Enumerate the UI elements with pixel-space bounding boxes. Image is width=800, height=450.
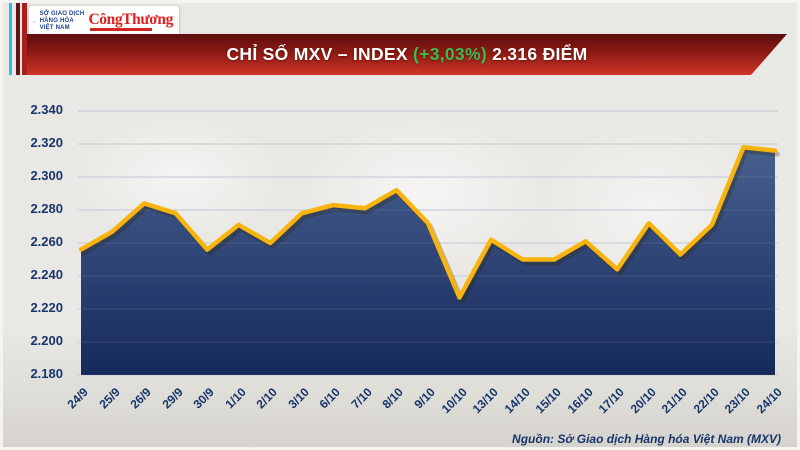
logo-box: SỞ GIAO DỊCH HÀNG HÓA VIỆT NAM CôngThươn… — [29, 6, 179, 37]
exchange-name-line1: SỞ GIAO DỊCH — [39, 11, 85, 17]
chart-title-name: CHỈ SỐ MXV – INDEX — [226, 44, 414, 64]
left-stripe-red — [22, 3, 27, 75]
chart-title: CHỈ SỐ MXV – INDEX (+3,03%) 2.316 ĐIỂM — [226, 44, 587, 65]
y-axis-tick-label: 2.300 — [30, 168, 63, 183]
y-axis-tick-label: 2.320 — [30, 135, 63, 150]
congthuong-logo-bar — [90, 27, 153, 32]
exchange-name-line3: VIỆT NAM — [39, 25, 70, 31]
chart-title-value: 2.316 ĐIỂM — [486, 44, 588, 64]
congthuong-logo-text: CôngThương — [88, 10, 173, 28]
chart-title-change: (+3,03%) — [413, 44, 487, 64]
mxv-chevrons-icon — [33, 20, 36, 23]
mxv-index-area-chart — [78, 110, 780, 376]
y-axis-tick-label: 2.340 — [30, 102, 63, 117]
y-axis-tick-label: 2.260 — [30, 234, 63, 249]
source-caption: Nguồn: Sở Giao dịch Hàng hóa Việt Nam (M… — [512, 432, 781, 446]
y-axis-tick-label: 2.240 — [30, 267, 63, 282]
y-axis-tick-label: 2.220 — [30, 300, 63, 315]
left-stripe-cyan — [9, 3, 12, 75]
exchange-name: SỞ GIAO DỊCH HÀNG HÓA VIỆT NAM — [40, 11, 85, 32]
exchange-name-line2: HÀNG HÓA — [39, 18, 74, 24]
congthuong-masthead: CôngThương — [88, 12, 173, 32]
y-axis-tick-label: 2.280 — [30, 201, 63, 216]
y-axis-tick-label: 2.180 — [30, 366, 63, 381]
y-axis-tick-label: 2.200 — [30, 333, 63, 348]
left-stripe-maroon — [16, 3, 20, 75]
title-banner: CHỈ SỐ MXV – INDEX (+3,03%) 2.316 ĐIỂM — [27, 34, 787, 75]
